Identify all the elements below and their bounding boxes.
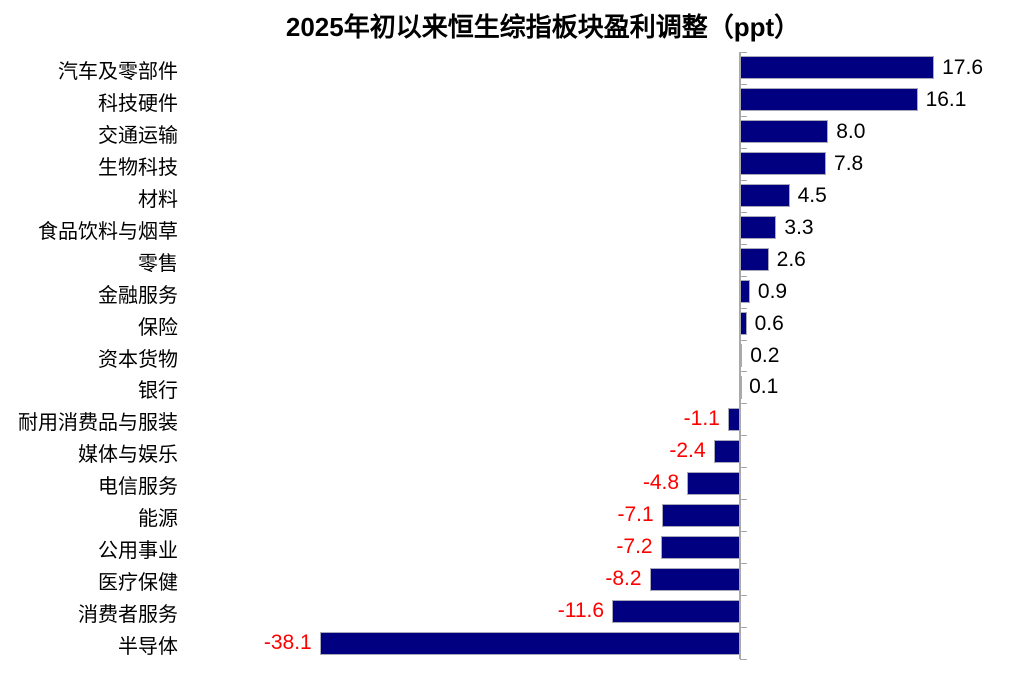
category-label: 材料 xyxy=(138,188,178,211)
bar xyxy=(740,184,790,208)
value-label: -11.6 xyxy=(557,599,605,623)
axis-tick xyxy=(740,339,747,341)
category-label: 资本货物 xyxy=(98,348,178,371)
axis-tick xyxy=(740,499,747,501)
chart-title: 2025年初以来恒生综指板块盈利调整（ppt） xyxy=(285,12,801,42)
value-label: 3.3 xyxy=(784,215,814,239)
axis-tick xyxy=(740,435,747,437)
category-label: 公用事业 xyxy=(98,540,178,563)
category-label: 食品饮料与烟草 xyxy=(38,220,178,243)
axis-tick xyxy=(740,115,747,117)
category-label: 汽车及零部件 xyxy=(58,60,178,83)
value-label: -7.2 xyxy=(616,535,653,559)
axis-line xyxy=(739,52,741,659)
value-label: -2.4 xyxy=(669,439,706,463)
axis-tick xyxy=(740,275,747,277)
bar xyxy=(740,216,777,240)
value-label: -8.2 xyxy=(605,567,642,591)
category-label: 零售 xyxy=(138,252,178,275)
axis-tick xyxy=(740,243,747,245)
axis-tick xyxy=(740,659,747,660)
axis-tick xyxy=(740,211,747,213)
bar xyxy=(660,535,740,559)
bar xyxy=(713,439,740,463)
value-label: 0.6 xyxy=(754,311,784,335)
bar xyxy=(740,88,918,112)
axis-tick xyxy=(740,531,747,533)
value-label: 7.8 xyxy=(834,151,864,175)
value-label: 16.1 xyxy=(925,87,967,111)
category-label: 生物科技 xyxy=(98,156,178,179)
axis-tick xyxy=(740,627,747,629)
value-label: -38.1 xyxy=(263,631,312,655)
axis-tick xyxy=(740,179,747,181)
axis-tick xyxy=(740,563,747,565)
value-label: 17.6 xyxy=(942,55,983,79)
category-label: 能源 xyxy=(138,508,178,531)
bar xyxy=(687,471,740,495)
bar xyxy=(740,152,827,176)
category-label: 耐用消费品与服装 xyxy=(18,412,178,435)
value-label: -4.8 xyxy=(642,471,680,495)
category-label: 消费者服务 xyxy=(78,604,178,627)
category-label: 金融服务 xyxy=(98,284,178,307)
axis-tick xyxy=(740,371,747,373)
axis-tick xyxy=(740,83,747,85)
category-label: 半导体 xyxy=(118,636,178,659)
axis-tick xyxy=(740,147,747,149)
axis-tick xyxy=(740,403,747,405)
axis-tick xyxy=(740,467,747,469)
bar xyxy=(740,248,769,272)
value-label: 4.5 xyxy=(797,183,827,207)
value-label: 0.1 xyxy=(749,375,779,399)
category-label: 保险 xyxy=(138,316,178,339)
value-label: 0.9 xyxy=(757,279,788,303)
category-label: 银行 xyxy=(138,380,178,403)
value-label: 0.2 xyxy=(750,343,780,367)
category-label: 科技硬件 xyxy=(98,92,178,115)
category-label: 医疗保健 xyxy=(98,572,178,595)
bar xyxy=(649,567,740,591)
bar xyxy=(612,599,740,623)
axis-tick xyxy=(740,307,747,309)
bar xyxy=(740,280,750,304)
value-label: 2.6 xyxy=(776,247,806,271)
bar xyxy=(740,120,829,144)
bar xyxy=(740,56,935,80)
bar xyxy=(319,631,740,655)
category-label: 交通运输 xyxy=(98,124,178,147)
value-label: -1.1 xyxy=(683,407,720,431)
axis-tick xyxy=(740,52,747,53)
value-label: -7.1 xyxy=(617,503,654,527)
category-label: 媒体与娱乐 xyxy=(78,444,178,467)
bar xyxy=(661,503,740,527)
axis-tick xyxy=(740,595,747,597)
value-label: 8.0 xyxy=(836,119,866,143)
category-label: 电信服务 xyxy=(98,476,178,499)
